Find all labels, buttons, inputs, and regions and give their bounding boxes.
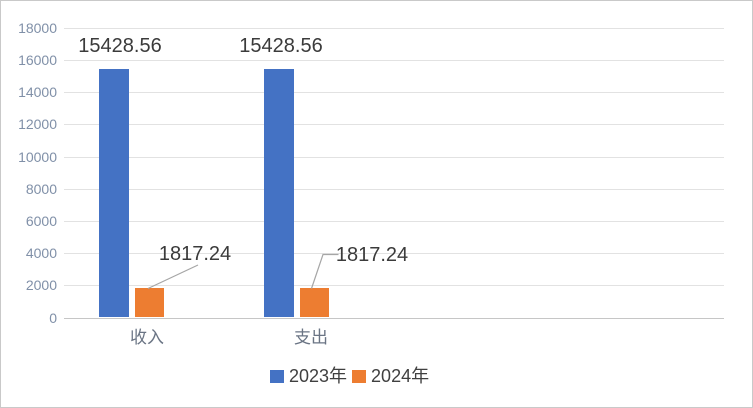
y-tick-label: 8000 bbox=[25, 181, 57, 197]
legend-label-2023: 2023年 bbox=[289, 366, 348, 386]
bar-2023年-收入[interactable] bbox=[99, 69, 129, 317]
y-tick-label: 4000 bbox=[25, 245, 57, 261]
category-label: 收入 bbox=[130, 328, 164, 347]
gridline bbox=[64, 284, 724, 286]
gridline bbox=[64, 59, 724, 61]
data-label: 15428.56 bbox=[239, 35, 323, 57]
legend-swatch-2023 bbox=[270, 369, 284, 383]
data-label: 15428.56 bbox=[78, 35, 162, 57]
bar-2024年-收入[interactable] bbox=[135, 288, 164, 317]
bar-2024年-支出[interactable] bbox=[299, 288, 329, 317]
gridline bbox=[64, 123, 724, 125]
gridline bbox=[64, 188, 724, 190]
y-tick-label: 10000 bbox=[18, 149, 57, 165]
y-tick-label: 14000 bbox=[18, 84, 57, 100]
gridline bbox=[64, 220, 724, 222]
legend-label-2024: 2024年 bbox=[371, 366, 430, 386]
gridline bbox=[64, 252, 724, 254]
y-tick-label: 6000 bbox=[25, 213, 57, 229]
y-tick-label: 16000 bbox=[18, 52, 57, 68]
legend-swatch-2024 bbox=[352, 369, 367, 383]
gridline bbox=[64, 91, 724, 93]
y-tick-label: 12000 bbox=[18, 116, 57, 132]
y-tick-label: 18000 bbox=[18, 20, 57, 36]
legend-item-2023[interactable]: 2023年 bbox=[270, 367, 347, 385]
legend-item-2024[interactable]: 2024年 bbox=[352, 367, 429, 385]
leader-line bbox=[310, 253, 339, 289]
y-tick-label: 0 bbox=[49, 310, 57, 326]
data-label: 1817.24 bbox=[158, 243, 232, 265]
legend: 2023年 2024年 bbox=[270, 367, 429, 385]
category-label: 支出 bbox=[294, 328, 328, 347]
y-tick-label: 2000 bbox=[25, 277, 57, 293]
gridline bbox=[64, 317, 724, 319]
bar-2023年-支出[interactable] bbox=[264, 69, 294, 317]
gridline bbox=[64, 156, 724, 158]
gridline bbox=[64, 27, 724, 29]
data-label: 1817.24 bbox=[335, 244, 409, 266]
